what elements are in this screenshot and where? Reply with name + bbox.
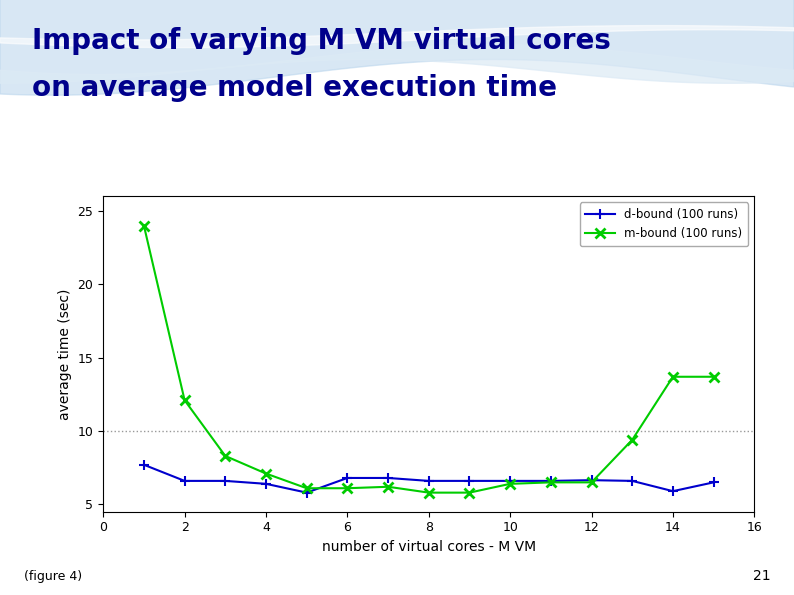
X-axis label: number of virtual cores - M VM: number of virtual cores - M VM (322, 540, 536, 554)
Text: (figure 4): (figure 4) (24, 570, 82, 583)
Text: 21: 21 (753, 569, 770, 583)
Text: on average model execution time: on average model execution time (32, 74, 557, 102)
Legend: d-bound (100 runs), m-bound (100 runs): d-bound (100 runs), m-bound (100 runs) (580, 202, 749, 246)
Y-axis label: average time (sec): average time (sec) (58, 289, 72, 419)
Text: Impact of varying M VM virtual cores: Impact of varying M VM virtual cores (32, 27, 611, 55)
